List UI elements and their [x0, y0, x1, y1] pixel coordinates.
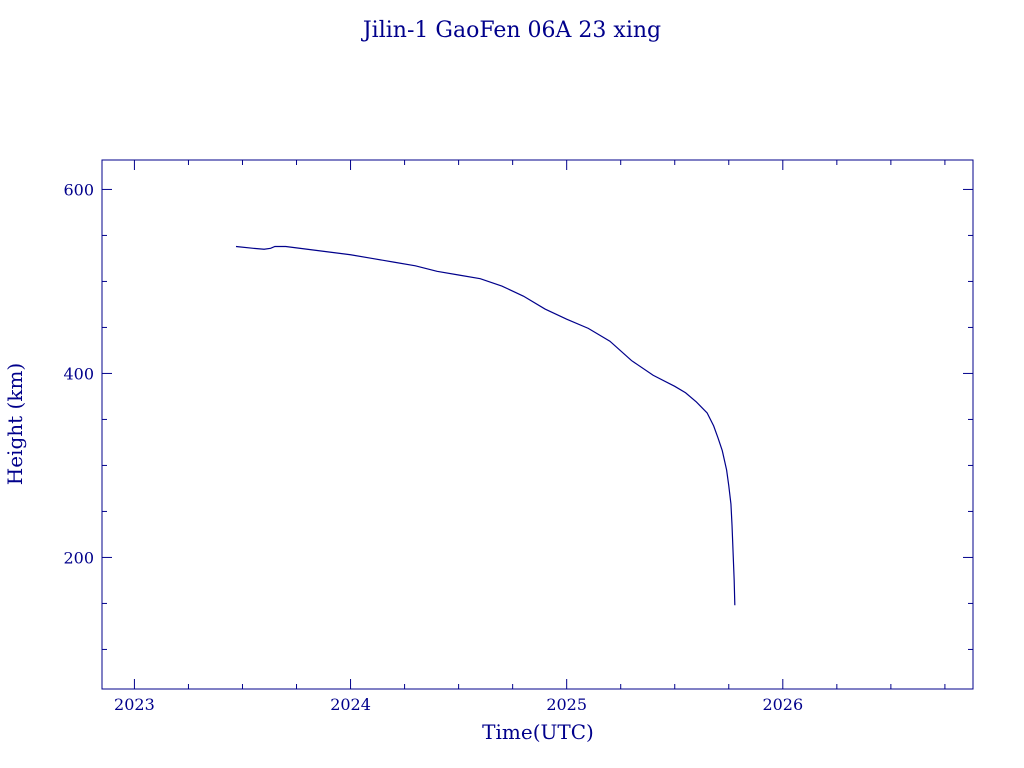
tick-labels: 2023 2024 2025 2026 200 400 600: [63, 180, 803, 714]
y-tick-label: 400: [63, 364, 94, 383]
chart-title: Jilin-1 GaoFen 06A 23 xing: [361, 18, 661, 43]
x-tick-label: 2023: [114, 695, 155, 714]
plot-frame: [101, 159, 974, 690]
x-tick-label: 2024: [330, 695, 371, 714]
x-axis-label: Time(UTC): [482, 720, 594, 744]
y-tick-label: 600: [63, 180, 94, 199]
axis-ticks: [102, 160, 973, 689]
height-series-line: [235, 245, 736, 606]
x-tick-label: 2025: [546, 695, 587, 714]
x-tick-label: 2026: [762, 695, 803, 714]
y-tick-label: 200: [63, 548, 94, 567]
y-axis-label: Height (km): [3, 363, 27, 485]
